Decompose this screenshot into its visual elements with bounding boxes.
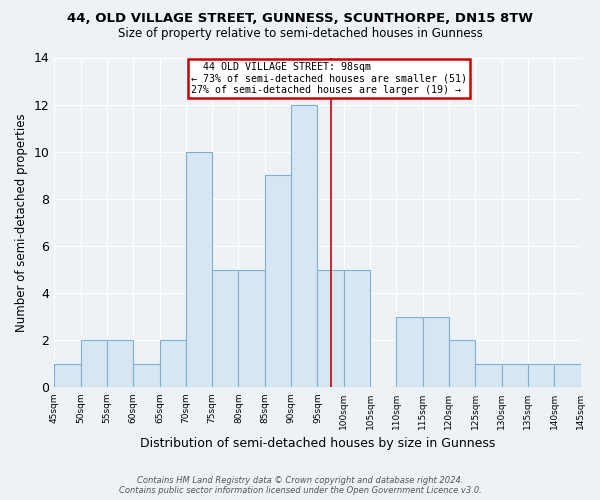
Bar	[265, 176, 291, 388]
Bar	[397, 316, 422, 388]
Bar	[107, 340, 133, 388]
Bar	[186, 152, 212, 388]
Text: Size of property relative to semi-detached houses in Gunness: Size of property relative to semi-detach…	[118, 28, 482, 40]
X-axis label: Distribution of semi-detached houses by size in Gunness: Distribution of semi-detached houses by …	[140, 437, 495, 450]
Y-axis label: Number of semi-detached properties: Number of semi-detached properties	[15, 113, 28, 332]
Bar	[475, 364, 502, 388]
Bar	[54, 364, 80, 388]
Bar	[212, 270, 238, 388]
Bar	[133, 364, 160, 388]
Bar	[238, 270, 265, 388]
Bar	[554, 364, 581, 388]
Bar	[291, 104, 317, 388]
Bar	[502, 364, 528, 388]
Bar	[449, 340, 475, 388]
Text: 44, OLD VILLAGE STREET, GUNNESS, SCUNTHORPE, DN15 8TW: 44, OLD VILLAGE STREET, GUNNESS, SCUNTHO…	[67, 12, 533, 26]
Bar	[80, 340, 107, 388]
Bar	[160, 340, 186, 388]
Bar	[528, 364, 554, 388]
Text: Contains HM Land Registry data © Crown copyright and database right 2024.
Contai: Contains HM Land Registry data © Crown c…	[119, 476, 481, 495]
Bar	[344, 270, 370, 388]
Bar	[317, 270, 344, 388]
Bar	[422, 316, 449, 388]
Text: 44 OLD VILLAGE STREET: 98sqm  
← 73% of semi-detached houses are smaller (51)
27: 44 OLD VILLAGE STREET: 98sqm ← 73% of se…	[191, 62, 467, 96]
